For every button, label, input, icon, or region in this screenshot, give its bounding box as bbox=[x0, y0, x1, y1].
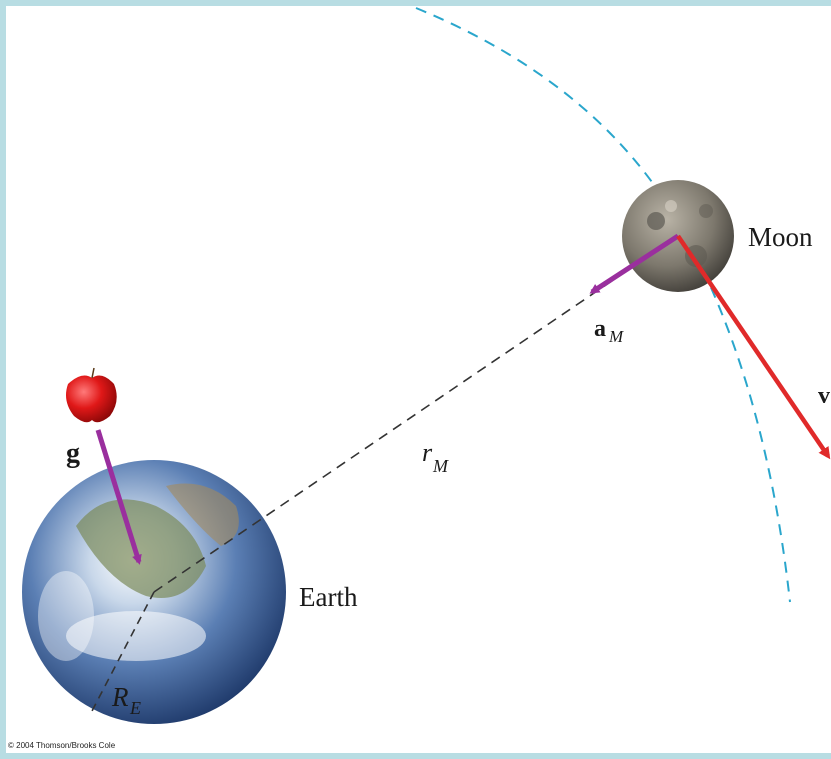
apple-icon bbox=[66, 367, 117, 423]
earth-radius-symbol: R bbox=[111, 682, 129, 712]
gravity-label: g bbox=[66, 438, 80, 469]
earth-moon-distance-line bbox=[153, 235, 679, 593]
gravity-vector-arrow bbox=[95, 429, 142, 565]
moon-velocity-arrow bbox=[676, 234, 831, 460]
moon-acceleration-subscript: M bbox=[608, 327, 624, 346]
moon-orbit-arc bbox=[415, 7, 791, 603]
orbit-radius-symbol: r bbox=[422, 438, 433, 467]
moon-acceleration-label: a M bbox=[594, 316, 624, 346]
earth-label: Earth bbox=[299, 582, 358, 612]
moon-label: Moon bbox=[748, 222, 813, 252]
earth-radius-subscript: E bbox=[129, 698, 141, 718]
copyright-text: © 2004 Thomson/Brooks Cole bbox=[8, 741, 116, 750]
orbit-radius-subscript: M bbox=[432, 456, 449, 476]
moon-acceleration-symbol: a bbox=[594, 316, 606, 342]
orbit-diagram: Moon Earth v g a M r M R E © 2004 Thomso… bbox=[8, 7, 831, 750]
earth-radius-label: R E bbox=[111, 682, 141, 718]
orbit-radius-label: r M bbox=[422, 438, 449, 476]
diagram-frame: Moon Earth v g a M r M R E © 2004 Thomso… bbox=[6, 6, 831, 753]
moon-acceleration-arrow bbox=[589, 233, 680, 295]
velocity-label: v bbox=[818, 383, 830, 409]
